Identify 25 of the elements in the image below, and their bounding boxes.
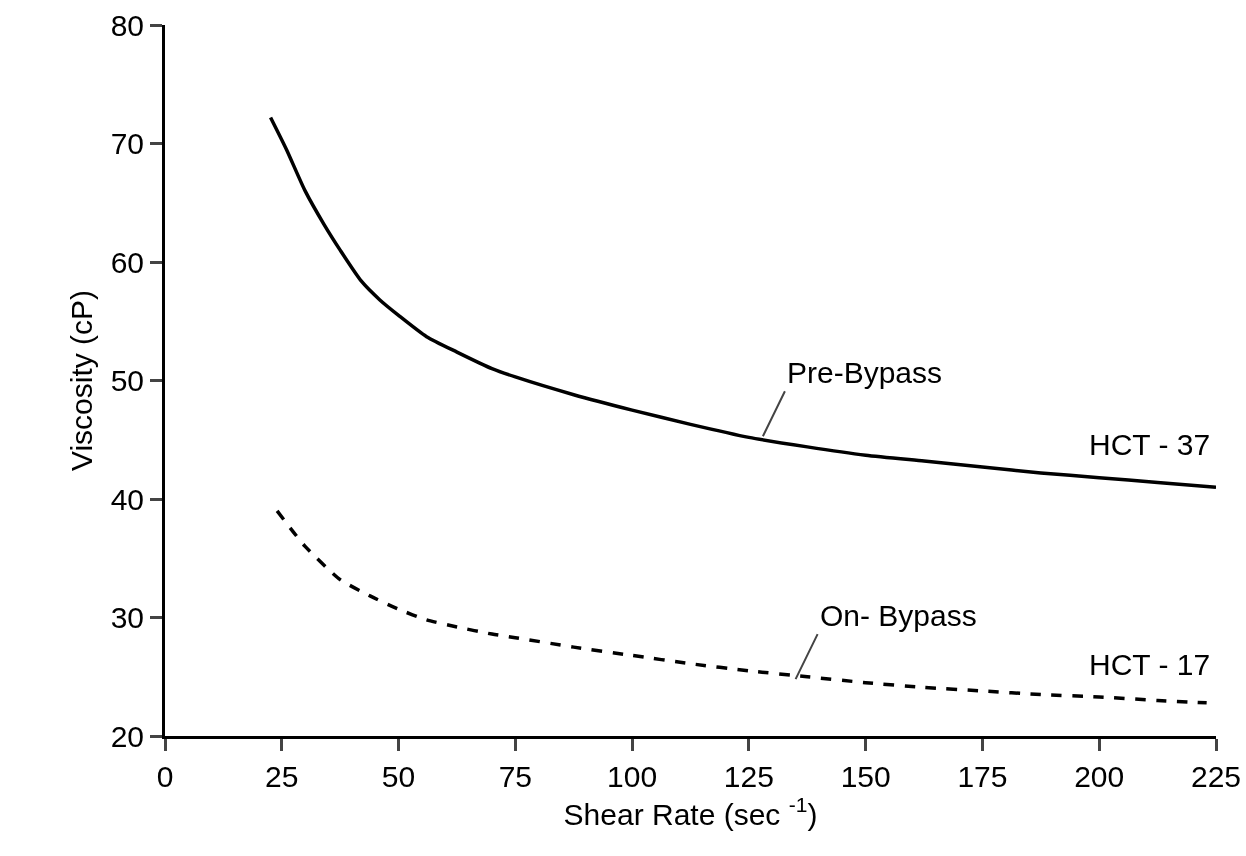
y-tick-label: 50 <box>110 364 144 397</box>
y-tick-label: 40 <box>110 482 144 516</box>
x-tick-label: 75 <box>498 760 533 793</box>
y-tick-label: 70 <box>110 127 144 160</box>
annotation: HCT - 17 <box>1089 648 1211 681</box>
x-axis-title: Shear Rate (sec $^{-1}$) <box>563 793 818 831</box>
y-axis-title: Viscosity (cP) <box>64 289 98 472</box>
x-tick-label: 0 <box>156 760 174 793</box>
x-tick-label: 200 <box>1074 760 1125 793</box>
x-tick-label: 125 <box>723 760 774 793</box>
x-tick-label: 100 <box>607 760 658 793</box>
y-tick-label: 60 <box>110 245 144 279</box>
x-tick-label: 225 <box>1190 760 1242 793</box>
line-series <box>268 115 1216 489</box>
x-tick-label: 150 <box>840 760 891 793</box>
annotation: Pre-Bypass <box>787 356 943 389</box>
x-tick-label: 25 <box>265 760 299 793</box>
line-series <box>275 509 1209 705</box>
y-tick-label: 20 <box>110 719 144 753</box>
y-tick-label: 80 <box>110 8 144 42</box>
y-tick-label: 30 <box>110 601 144 634</box>
annotation: On- Bypass <box>820 599 977 632</box>
x-tick-label: 175 <box>957 760 1008 793</box>
annotation: HCT - 37 <box>1089 428 1211 461</box>
x-tick-label: 50 <box>381 760 416 793</box>
